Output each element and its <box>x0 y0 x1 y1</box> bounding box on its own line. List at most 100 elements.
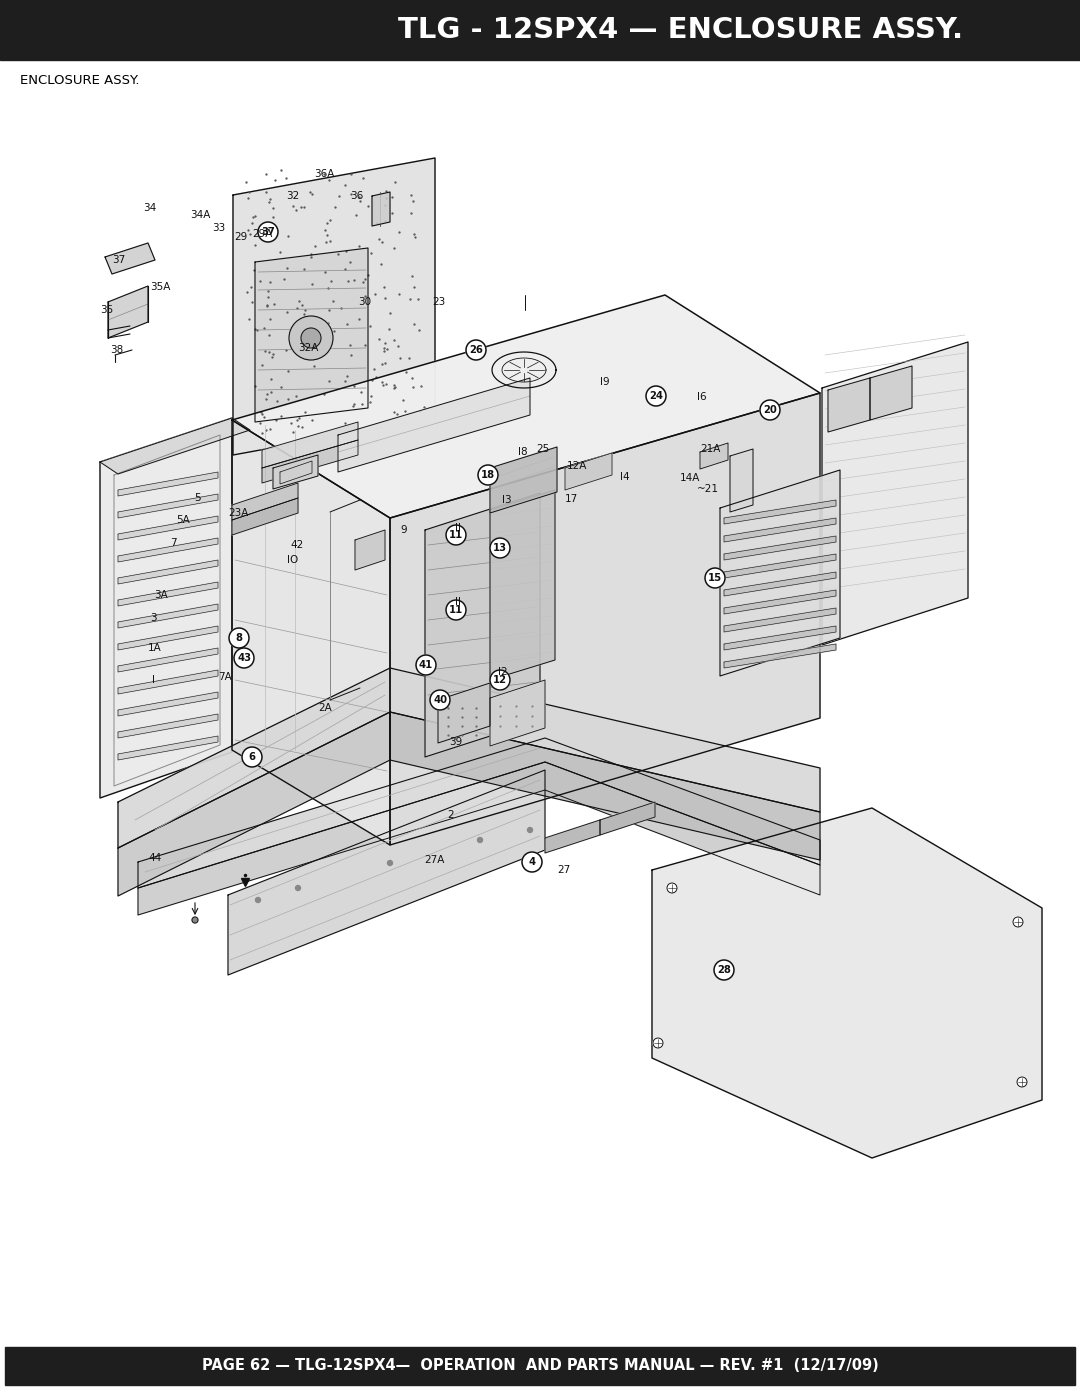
Polygon shape <box>724 571 836 597</box>
Text: 27A: 27A <box>424 855 444 865</box>
Circle shape <box>234 648 254 668</box>
Text: I9: I9 <box>600 377 609 387</box>
Circle shape <box>646 386 666 407</box>
Text: 8: 8 <box>235 633 243 643</box>
Text: ~21: ~21 <box>697 483 719 495</box>
Polygon shape <box>118 714 218 738</box>
Polygon shape <box>724 644 836 668</box>
Circle shape <box>490 538 510 557</box>
Text: 35A: 35A <box>150 282 171 292</box>
Text: 29: 29 <box>234 232 247 242</box>
Text: 24: 24 <box>649 391 663 401</box>
Text: 11: 11 <box>449 605 463 615</box>
Text: 2: 2 <box>447 810 454 820</box>
Text: 5A: 5A <box>176 515 190 525</box>
Circle shape <box>465 339 486 360</box>
Text: 12A: 12A <box>567 461 588 471</box>
Text: I3: I3 <box>502 495 512 504</box>
Polygon shape <box>724 626 836 650</box>
Polygon shape <box>100 418 232 798</box>
Polygon shape <box>233 158 435 455</box>
Polygon shape <box>118 626 218 650</box>
Polygon shape <box>232 420 390 845</box>
Text: 43: 43 <box>237 652 251 664</box>
Text: 23A: 23A <box>228 509 248 518</box>
Polygon shape <box>355 529 384 570</box>
Circle shape <box>256 897 260 902</box>
Polygon shape <box>232 483 298 520</box>
Polygon shape <box>118 472 218 496</box>
Polygon shape <box>870 366 912 420</box>
Polygon shape <box>724 518 836 542</box>
Polygon shape <box>273 455 318 489</box>
Circle shape <box>192 916 198 923</box>
Text: II: II <box>455 597 461 608</box>
Text: ENCLOSURE ASSY.: ENCLOSURE ASSY. <box>21 74 139 87</box>
Polygon shape <box>426 493 540 757</box>
Polygon shape <box>232 497 298 535</box>
Circle shape <box>653 1038 663 1048</box>
Polygon shape <box>390 393 820 845</box>
Polygon shape <box>724 590 836 615</box>
Polygon shape <box>118 495 218 518</box>
Polygon shape <box>118 692 218 717</box>
Polygon shape <box>372 191 390 226</box>
Polygon shape <box>724 608 836 631</box>
Text: 7A: 7A <box>218 672 232 682</box>
Polygon shape <box>652 807 1042 1158</box>
Polygon shape <box>118 560 218 584</box>
Circle shape <box>296 886 300 890</box>
Polygon shape <box>720 469 840 676</box>
Text: 3: 3 <box>150 613 157 623</box>
Polygon shape <box>118 736 218 760</box>
Text: 36: 36 <box>350 191 363 201</box>
Text: I8: I8 <box>518 447 528 457</box>
Text: 44: 44 <box>148 854 161 863</box>
Text: 37: 37 <box>261 226 275 237</box>
Text: 27: 27 <box>557 865 570 875</box>
Text: 15: 15 <box>707 573 723 583</box>
Polygon shape <box>138 738 820 888</box>
Text: 38: 38 <box>110 345 123 355</box>
Polygon shape <box>138 761 820 915</box>
Text: I: I <box>152 675 156 685</box>
Text: II: II <box>455 522 461 534</box>
Text: 26: 26 <box>469 345 483 355</box>
Text: 34A: 34A <box>190 210 211 219</box>
Text: 11: 11 <box>449 529 463 541</box>
Polygon shape <box>262 440 357 483</box>
Text: IO: IO <box>287 555 298 564</box>
Circle shape <box>289 316 333 360</box>
Polygon shape <box>118 671 218 694</box>
Polygon shape <box>490 447 557 513</box>
Circle shape <box>522 852 542 872</box>
Polygon shape <box>118 712 390 895</box>
Polygon shape <box>118 668 820 848</box>
Polygon shape <box>565 453 612 490</box>
Text: 17: 17 <box>565 495 578 504</box>
Polygon shape <box>118 604 218 629</box>
Text: 37: 37 <box>112 256 125 265</box>
Circle shape <box>388 861 392 866</box>
Circle shape <box>430 690 450 710</box>
Text: 34: 34 <box>143 203 157 212</box>
Text: 20: 20 <box>764 405 777 415</box>
Text: TLG - 12SPX4 — ENCLOSURE ASSY.: TLG - 12SPX4 — ENCLOSURE ASSY. <box>397 15 963 43</box>
Polygon shape <box>390 712 820 861</box>
Text: 40: 40 <box>433 694 447 705</box>
Text: 6: 6 <box>248 752 256 761</box>
Text: 12: 12 <box>492 675 507 685</box>
Polygon shape <box>724 500 836 524</box>
Text: 32A: 32A <box>298 344 319 353</box>
Text: 3A: 3A <box>154 590 167 599</box>
Circle shape <box>477 837 483 842</box>
Text: 42: 42 <box>291 541 303 550</box>
Circle shape <box>416 655 436 675</box>
Text: 25: 25 <box>536 444 550 454</box>
Polygon shape <box>724 555 836 578</box>
Circle shape <box>490 671 510 690</box>
Text: 9: 9 <box>400 525 407 535</box>
Text: 18: 18 <box>481 469 495 481</box>
Polygon shape <box>490 490 555 680</box>
Circle shape <box>1013 916 1023 928</box>
